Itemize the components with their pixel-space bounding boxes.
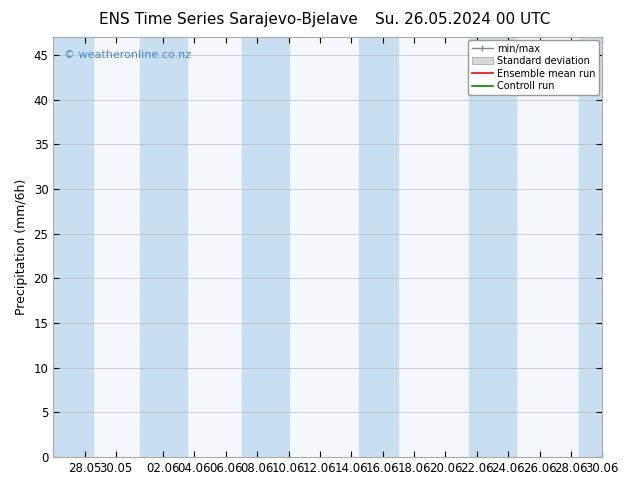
Bar (242, 37, 288, 457)
Y-axis label: Precipitation (mm/6h): Precipitation (mm/6h) (15, 179, 28, 315)
Text: ENS Time Series Sarajevo-Bjelave: ENS Time Series Sarajevo-Bjelave (99, 12, 358, 27)
Bar (139, 37, 186, 457)
Legend: min/max, Standard deviation, Ensemble mean run, Controll run: min/max, Standard deviation, Ensemble me… (468, 40, 599, 95)
Text: Su. 26.05.2024 00 UTC: Su. 26.05.2024 00 UTC (375, 12, 550, 27)
Bar (49, 37, 93, 457)
Bar (469, 37, 516, 457)
Text: © weatheronline.co.nz: © weatheronline.co.nz (64, 49, 191, 60)
Bar (579, 37, 607, 457)
Bar (359, 37, 398, 457)
